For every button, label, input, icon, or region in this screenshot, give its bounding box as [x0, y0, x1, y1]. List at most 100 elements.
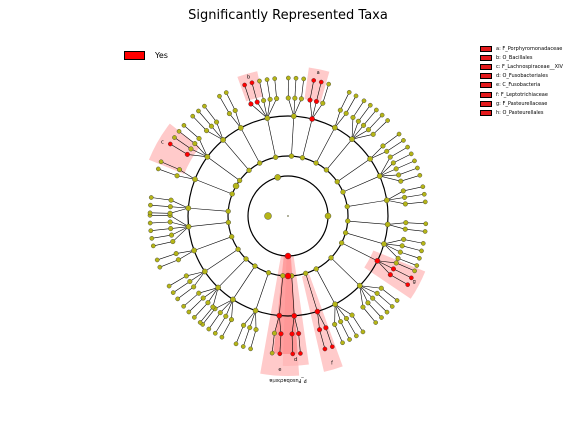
branch: [372, 120, 388, 135]
node: [187, 278, 193, 284]
node: [421, 191, 427, 197]
node: [184, 151, 190, 157]
branch: [188, 207, 229, 212]
node: [374, 107, 379, 113]
node: [272, 76, 277, 81]
branch: [377, 260, 394, 270]
branch: [334, 324, 343, 343]
branch: [387, 224, 406, 230]
branch: [188, 222, 229, 227]
node: [226, 111, 232, 117]
branch: [186, 271, 205, 277]
node: [384, 221, 391, 228]
node: [360, 329, 366, 335]
branch: [396, 160, 415, 170]
node: [329, 344, 335, 349]
branch: [178, 131, 196, 144]
node: [323, 325, 329, 331]
branch: [291, 315, 295, 334]
branch: [342, 175, 380, 193]
node: [355, 118, 361, 124]
branch: [377, 260, 397, 264]
branch: [330, 257, 360, 286]
branch: [153, 241, 173, 247]
node: [147, 210, 153, 216]
branch: [291, 275, 295, 316]
node: [374, 258, 381, 264]
branch: [231, 299, 234, 320]
branch: [174, 137, 192, 150]
node: [354, 333, 359, 339]
branch: [322, 84, 329, 104]
branch: [198, 110, 212, 127]
branch: [302, 118, 313, 158]
branch: [188, 297, 204, 313]
node: [206, 326, 212, 332]
branch: [359, 285, 382, 289]
node: [232, 107, 238, 113]
legend-text: d: O_Fusobacteriales: [496, 73, 548, 80]
branch: [334, 113, 347, 128]
branch: [293, 315, 299, 334]
highlight-labels: a b c g d e f P_Fusobacteria: [161, 70, 416, 383]
branch: [345, 232, 385, 245]
node: [272, 154, 279, 160]
node: [414, 263, 420, 268]
branch: [150, 228, 171, 232]
branch: [379, 156, 391, 177]
branch: [192, 115, 207, 131]
legend-swatch: [480, 109, 492, 116]
branch: [202, 308, 216, 325]
node: [200, 295, 206, 301]
node: [257, 160, 263, 166]
branch: [217, 258, 247, 288]
highlight-label: e: [278, 367, 281, 373]
node: [314, 308, 321, 315]
branch: [240, 127, 260, 164]
node: [170, 239, 176, 245]
node: [168, 197, 174, 203]
branch: [151, 197, 172, 201]
branch: [204, 105, 217, 123]
branch: [334, 110, 341, 128]
node: [243, 256, 249, 262]
node: [290, 351, 296, 357]
branch: [208, 312, 221, 330]
node: [174, 173, 180, 179]
branch: [298, 333, 301, 354]
node: [166, 283, 172, 289]
node: [233, 341, 239, 347]
node: [389, 304, 395, 309]
node: [401, 138, 406, 143]
node: [313, 160, 319, 166]
highlight-label: b: [247, 75, 250, 81]
branch: [267, 98, 277, 119]
node: [210, 304, 216, 310]
branch: [404, 193, 425, 198]
node: [346, 90, 352, 95]
node: [313, 266, 319, 272]
node: [229, 191, 235, 197]
node: [423, 221, 429, 227]
branch: [386, 197, 405, 201]
node: [365, 300, 371, 306]
node: [384, 148, 390, 154]
node: [415, 165, 420, 171]
legend-swatch: [480, 73, 492, 80]
highlight-label: a: [317, 70, 320, 76]
node: [181, 303, 186, 309]
node: [395, 255, 401, 261]
highlight-label: f: [331, 361, 333, 367]
node: [204, 154, 211, 160]
node: [343, 316, 349, 322]
node: [276, 312, 283, 319]
branch: [212, 287, 219, 308]
branch: [398, 167, 418, 176]
node: [379, 315, 384, 320]
branch: [266, 79, 271, 100]
branch: [340, 92, 350, 111]
node: [356, 282, 363, 289]
branch: [396, 262, 415, 272]
branch: [379, 175, 401, 182]
branch: [372, 297, 388, 313]
